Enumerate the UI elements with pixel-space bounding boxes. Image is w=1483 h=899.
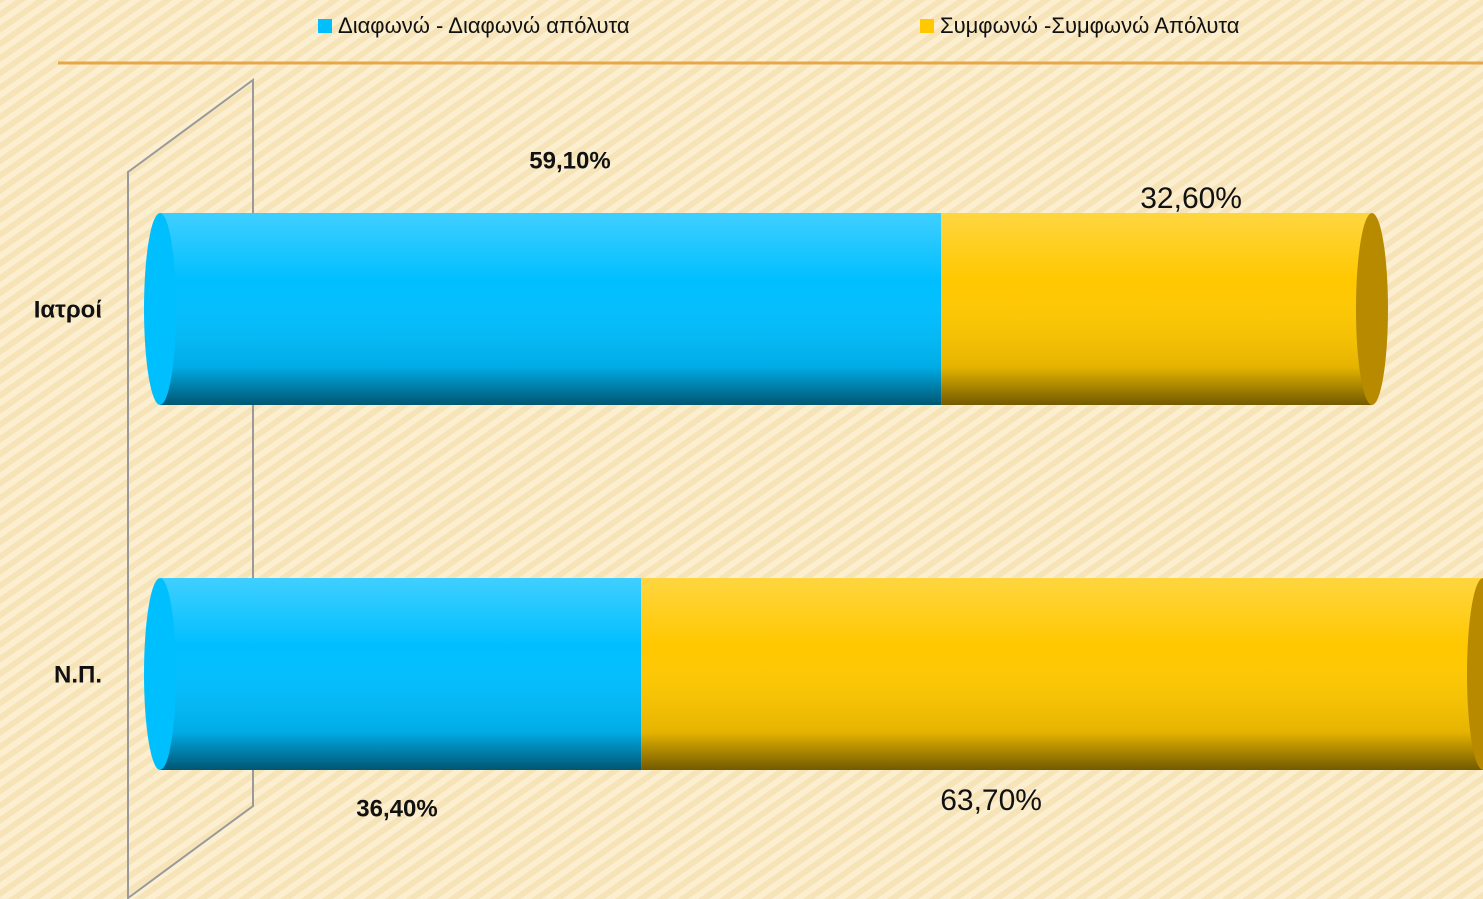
value-label: 32,60%	[1140, 182, 1242, 215]
category-label: Ν.Π.	[54, 661, 102, 688]
bar-shade	[641, 578, 1483, 770]
bar-shade	[160, 578, 642, 770]
legend: Διαφωνώ - Διαφωνώ απόλυτα Συμφωνώ -Συμφων…	[318, 13, 1240, 38]
value-label: 59,10%	[529, 147, 610, 174]
bar-shade	[941, 213, 1372, 405]
bar-cap-left	[144, 213, 176, 405]
legend-swatch	[920, 19, 934, 33]
category-label: Ιατροί	[34, 296, 102, 323]
bars: Ιατροί 59,10% 32,60% Ν.Π. 36,40% 63,70%	[34, 147, 1483, 822]
bar-cap-right	[1355, 213, 1388, 405]
bar-shade	[160, 213, 942, 405]
legend-label: Συμφωνώ -Συμφωνώ Απόλυτα	[940, 13, 1240, 38]
value-label: 63,70%	[940, 784, 1042, 817]
bar-cap-right	[1467, 578, 1483, 770]
legend-swatch	[318, 19, 332, 33]
bar-cap-left	[144, 578, 176, 770]
legend-label: Διαφωνώ - Διαφωνώ απόλυτα	[338, 13, 630, 38]
value-label: 36,40%	[356, 795, 437, 822]
wall	[127, 78, 254, 899]
